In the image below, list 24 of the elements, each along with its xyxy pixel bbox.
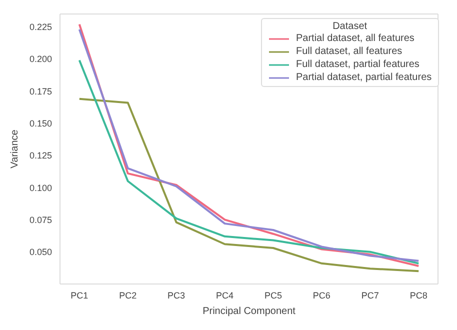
y-tick-label: 0.200 [29, 54, 52, 64]
x-tick-label: PC2 [119, 290, 137, 300]
legend-label: Full dataset, partial features [296, 58, 420, 71]
legend-label: Full dataset, all features [296, 45, 402, 58]
legend-label: Partial dataset, all features [296, 32, 414, 45]
legend-label: Partial dataset, partial features [296, 71, 432, 84]
x-tick-label: PC1 [70, 290, 88, 300]
y-tick-label: 0.100 [29, 182, 52, 193]
y-tick-label: 0.050 [29, 247, 52, 258]
y-tick-label: 0.175 [29, 86, 52, 96]
y-axis-title: Variance [10, 129, 21, 168]
legend-title: Dataset [332, 21, 368, 32]
line-series [78, 98, 420, 272]
x-tick-label: PC4 [216, 290, 234, 300]
y-tick-label: 0.225 [29, 22, 52, 32]
x-axis-title: Principal Component [202, 306, 296, 317]
x-tick-label: PC8 [410, 290, 428, 300]
y-tick-label: 0.125 [29, 150, 52, 161]
x-tick-label: PC6 [312, 290, 330, 300]
x-tick-label: PC7 [361, 290, 379, 300]
y-tick-label: 0.150 [29, 118, 52, 128]
x-tick-label: PC5 [264, 290, 282, 300]
y-tick-label: 0.075 [29, 214, 52, 225]
x-tick-label: PC3 [168, 290, 186, 300]
